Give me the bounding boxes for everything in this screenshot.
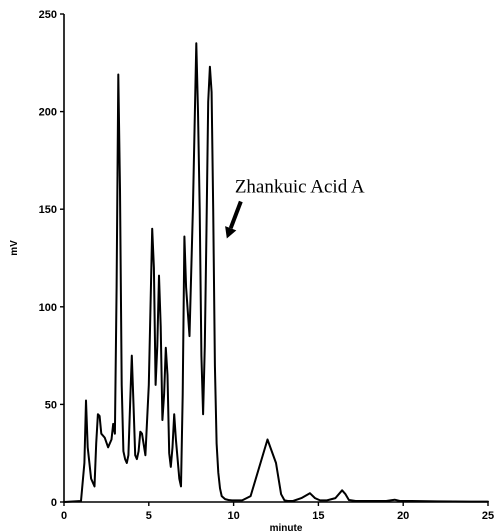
x-tick-label: 20 [397,510,409,522]
y-tick-label: 50 [45,399,57,411]
x-axis-ticks: 0 5 10 15 20 25 [61,502,494,522]
annotation-label: Zhankuic Acid A [235,176,365,197]
annotation-arrow [228,200,243,229]
x-tick-label: 5 [146,510,152,522]
y-tick-label: 0 [51,497,57,509]
x-tick-label: 15 [312,510,324,522]
annotation-arrowhead [225,226,237,239]
x-axis-title: minute [270,523,303,532]
axes: 0 5 10 15 20 25 0 50 100 150 200 250 [39,9,494,522]
y-axis-ticks: 0 50 100 150 200 250 [39,9,64,509]
x-tick-label: 0 [61,510,67,522]
y-tick-label: 250 [39,9,57,21]
y-tick-label: 200 [39,107,57,119]
chromatogram-trace [63,42,489,503]
y-tick-label: 150 [39,204,57,216]
y-axis-title: mV [9,240,20,256]
x-tick-label: 10 [227,510,239,522]
y-tick-label: 100 [39,302,57,314]
x-tick-label: 25 [482,510,494,522]
